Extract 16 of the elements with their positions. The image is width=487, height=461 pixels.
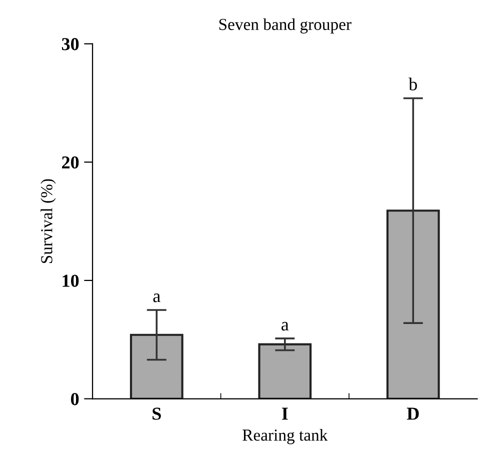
x-tick-label: S bbox=[152, 408, 161, 420]
chart-title: Seven band grouper bbox=[219, 18, 352, 34]
y-tick-label: 0 bbox=[70, 393, 79, 406]
annotation: a bbox=[153, 294, 160, 302]
x-tick-label: I bbox=[282, 408, 288, 420]
x-axis-title: Rearing tank bbox=[242, 429, 328, 444]
annotation: a bbox=[282, 322, 289, 331]
annotation: b bbox=[408, 78, 417, 90]
x-tick-label: D bbox=[406, 408, 419, 420]
bar bbox=[386, 210, 440, 399]
y-axis-title: Survival (%) bbox=[40, 179, 56, 263]
bar bbox=[130, 334, 184, 399]
bar bbox=[258, 343, 312, 399]
y-tick-label: 30 bbox=[62, 38, 79, 50]
y-tick-label: 20 bbox=[62, 156, 79, 169]
y-tick-label: 10 bbox=[62, 274, 79, 287]
